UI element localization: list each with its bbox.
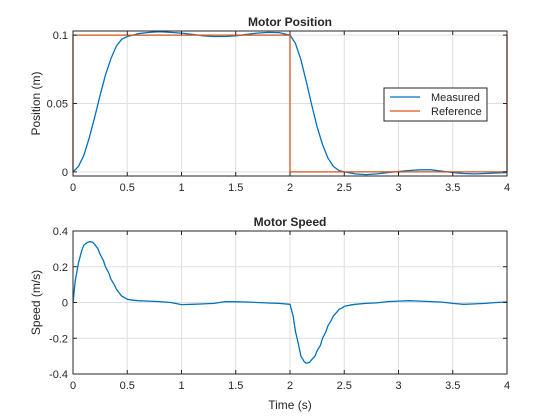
position-x-tick-label: 0.5 xyxy=(120,182,135,194)
legend: Measured Reference xyxy=(383,87,488,122)
speed-x-tick-label: 1.5 xyxy=(228,380,243,392)
speed-y-tick-label: -0.2 xyxy=(49,333,68,345)
position-y-axis-label: Position (m) xyxy=(29,71,43,135)
speed-y-tick-label: 0 xyxy=(62,298,68,310)
position-chart-title: Motor Position xyxy=(248,15,332,29)
speed-x-tick-label: 0 xyxy=(70,380,76,392)
legend-measured-label: Measured xyxy=(431,92,480,104)
speed-x-tick-label: 1 xyxy=(178,380,184,392)
legend-box xyxy=(383,87,488,122)
position-x-tick-label: 1 xyxy=(178,182,184,194)
speed-y-tick-label: 0.4 xyxy=(53,226,68,238)
speed-y-axis-label: Speed (m/s) xyxy=(29,270,43,335)
position-x-tick-label: 3.5 xyxy=(445,182,460,194)
position-x-tick-label: 1.5 xyxy=(228,182,243,194)
legend-reference-label: Reference xyxy=(431,106,482,118)
speed-x-tick-label: 0.5 xyxy=(120,380,135,392)
position-x-tick-label: 3 xyxy=(395,182,401,194)
position-x-tick-label: 2 xyxy=(287,182,293,194)
position-y-tick-label: 0.05 xyxy=(47,99,68,111)
speed-x-tick-label: 3.5 xyxy=(445,380,460,392)
speed-x-tick-label: 2.5 xyxy=(337,380,352,392)
speed-x-tick-label: 2 xyxy=(287,380,293,392)
speed-x-tick-label: 4 xyxy=(504,380,510,392)
speed-speed-series-line xyxy=(72,241,508,364)
speed-y-tick-label: 0.2 xyxy=(53,262,68,274)
speed-x-tick-label: 3 xyxy=(395,380,401,392)
position-axes: 0 0.5 1 1.5 2 2.5 3 3.5 4 0 0.05 0.1 Motor Position… xyxy=(29,15,510,194)
position-x-tick-label: 0 xyxy=(70,182,76,194)
position-y-tick-label: 0 xyxy=(62,167,68,179)
speed-axes: 0 0.5 1 1.5 2 2.5 3 3.5 4 -0.4 -0.2 0 0.2 0.4 Motor S… xyxy=(29,215,510,412)
position-x-tick-label: 4 xyxy=(504,182,510,194)
speed-y-tick-label: -0.4 xyxy=(49,369,68,381)
position-y-tick-label: 0.1 xyxy=(53,30,68,42)
speed-chart-title: Motor Speed xyxy=(254,215,327,229)
position-x-tick-label: 2.5 xyxy=(337,182,352,194)
speed-x-axis-label: Time (s) xyxy=(268,398,312,412)
